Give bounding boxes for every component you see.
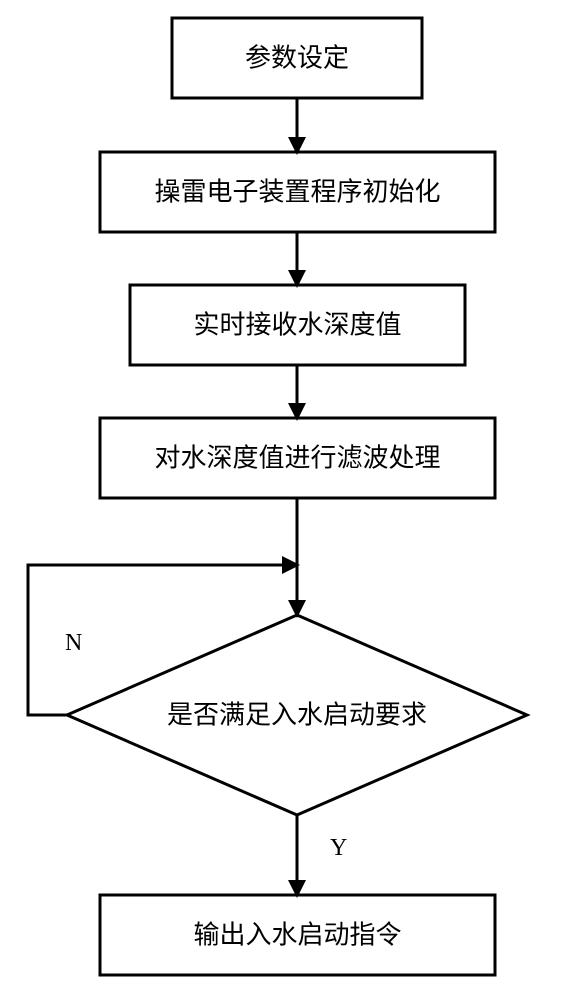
flow-edge-label-Y: Y bbox=[330, 835, 347, 861]
flow-box-label-b1: 参数设定 bbox=[245, 44, 349, 73]
flow-box-label-b6: 输出入水启动指令 bbox=[193, 921, 401, 950]
flow-box-label-b3: 实时接收水深度值 bbox=[193, 311, 401, 340]
flow-decision-label: 是否满足入水启动要求 bbox=[167, 701, 427, 730]
flow-box-label-b4: 对水深度值进行滤波处理 bbox=[154, 444, 440, 473]
flow-box-label-b2: 操雷电子装置程序初始化 bbox=[154, 178, 440, 207]
flow-edge-label-N: N bbox=[65, 630, 82, 656]
flowchart-svg: 参数设定操雷电子装置程序初始化实时接收水深度值对水深度值进行滤波处理输出入水启动… bbox=[0, 0, 564, 1000]
